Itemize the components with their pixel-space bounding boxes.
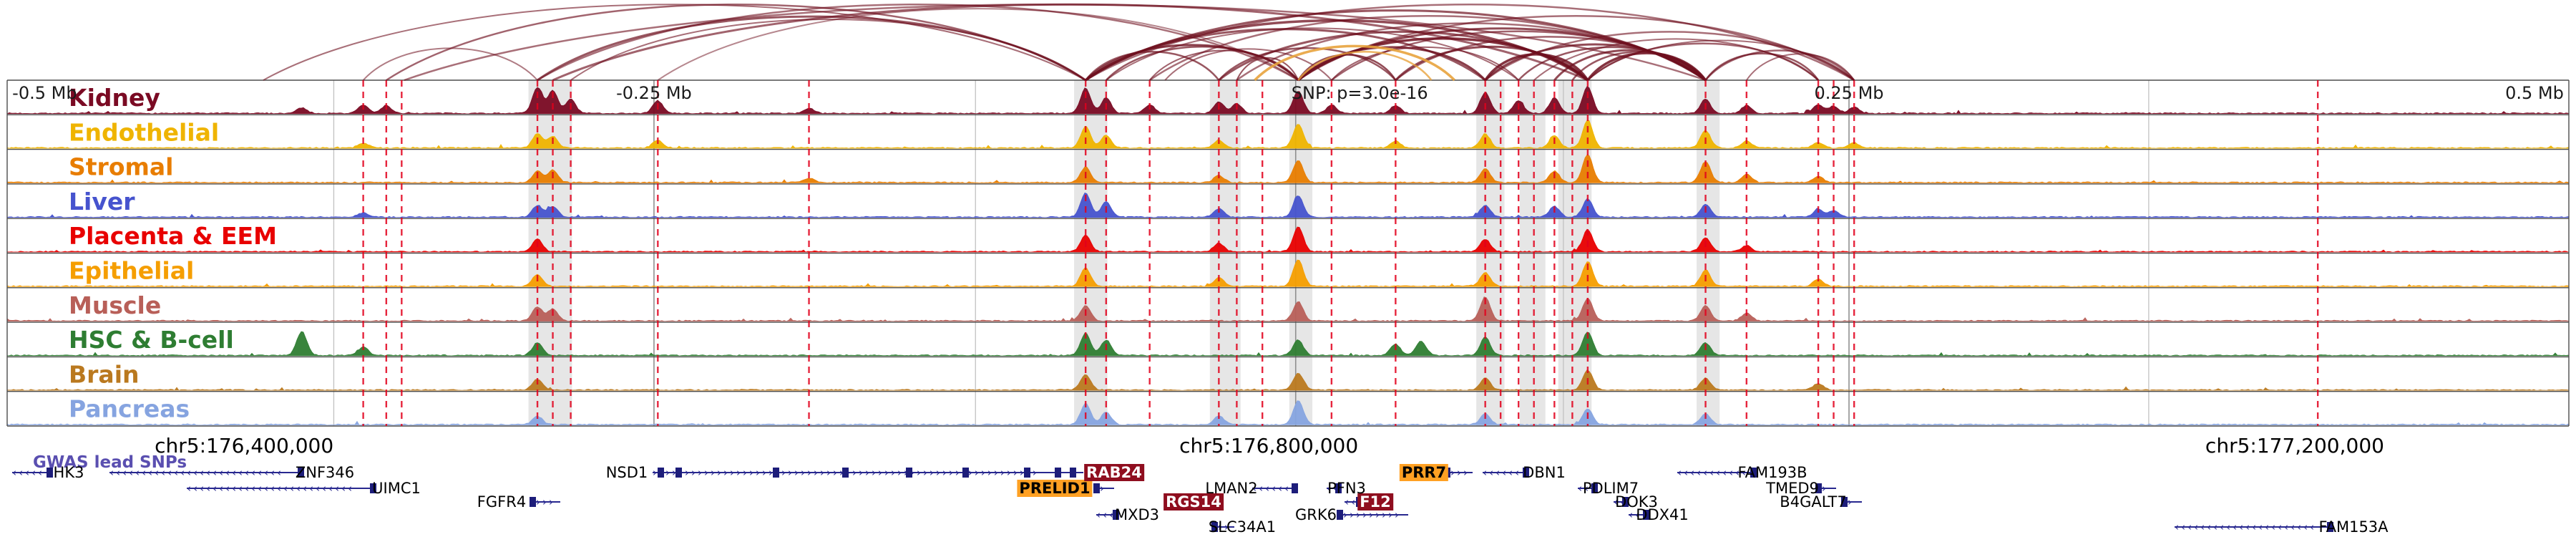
coord-label: chr5:177,200,000 bbox=[2205, 434, 2384, 458]
interaction-arc bbox=[404, 4, 1706, 82]
track-signal-kidney bbox=[6, 85, 2570, 115]
track-label-brain: Brain bbox=[69, 360, 140, 388]
track-label-hsc-b-cell: HSC & B-cell bbox=[69, 326, 234, 354]
interaction-arc bbox=[1484, 31, 1855, 81]
track-signal-hsc-b-cell bbox=[6, 331, 2570, 357]
track-signal-endothelial bbox=[6, 120, 2570, 149]
offset-label: SNP: p=3.0e-16 bbox=[1292, 83, 1428, 103]
interaction-arc bbox=[1218, 47, 1397, 81]
track-signal-stromal bbox=[6, 154, 2570, 183]
coord-label: chr5:176,400,000 bbox=[155, 434, 333, 458]
coord-label: chr5:176,800,000 bbox=[1179, 434, 1358, 458]
track-label-endothelial: Endothelial bbox=[69, 118, 219, 146]
track-label-muscle: Muscle bbox=[69, 291, 161, 319]
interaction-arc bbox=[1106, 27, 1519, 81]
interaction-arc bbox=[1587, 39, 1855, 81]
track-label-kidney: Kidney bbox=[69, 84, 160, 112]
track-label-placenta-eem: Placenta & EEM bbox=[69, 222, 277, 250]
interaction-arc bbox=[1745, 53, 1855, 81]
track-signal-placenta-eem bbox=[6, 226, 2570, 253]
track-label-pancreas: Pancreas bbox=[69, 395, 190, 423]
interaction-arc bbox=[362, 47, 538, 81]
track-signal-epithelial bbox=[6, 259, 2570, 287]
interaction-arc bbox=[552, 3, 1589, 82]
offset-label: -0.25 Mb bbox=[616, 83, 692, 103]
track-signal-pancreas bbox=[6, 400, 2570, 425]
interaction-arc bbox=[570, 19, 1086, 81]
interaction-arc bbox=[1085, 51, 1220, 81]
track-label-liver: Liver bbox=[69, 188, 135, 216]
interaction-arc bbox=[1484, 53, 1589, 81]
interaction-arc bbox=[1297, 51, 1433, 81]
track-signal-muscle bbox=[6, 296, 2570, 321]
offset-label: 0.25 Mb bbox=[1815, 83, 1884, 103]
interaction-arc bbox=[1297, 27, 1707, 82]
offset-label: -0.5 Mb bbox=[12, 83, 77, 103]
interaction-arc bbox=[537, 15, 1087, 82]
offset-label: 0.5 Mb bbox=[2505, 83, 2564, 103]
track-label-stromal: Stromal bbox=[69, 153, 173, 181]
interaction-arc bbox=[1105, 46, 1299, 81]
track-signal-liver bbox=[6, 192, 2570, 218]
interaction-arc bbox=[1704, 49, 1855, 81]
interaction-arc bbox=[1254, 44, 1455, 82]
interaction-arc bbox=[1236, 57, 1299, 81]
interaction-arc bbox=[537, 4, 1299, 82]
track-label-epithelial: Epithelial bbox=[69, 257, 194, 285]
interaction-arc bbox=[1586, 52, 1707, 82]
interaction-arc bbox=[263, 4, 1086, 81]
track-signal-brain bbox=[6, 369, 2570, 391]
